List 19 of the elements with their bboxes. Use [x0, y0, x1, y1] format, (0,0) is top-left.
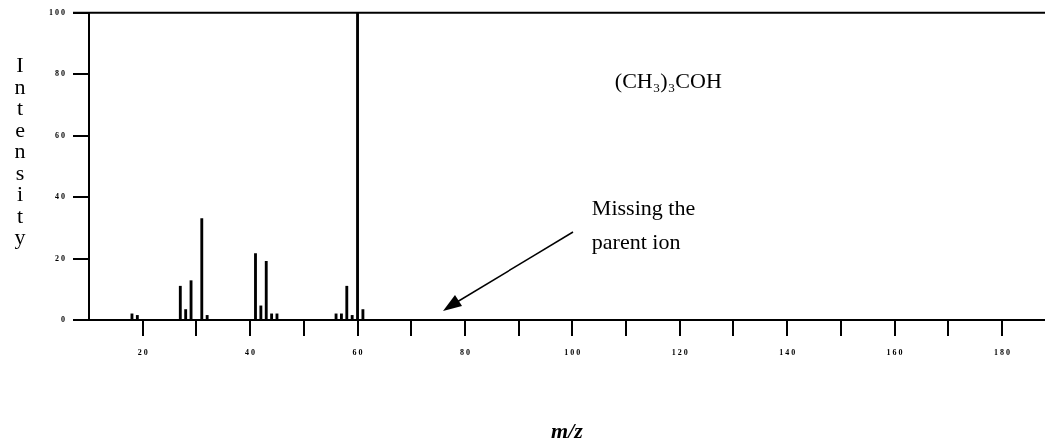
- x-tick-label: 4 0: [245, 347, 256, 357]
- annotation: Missing the parent ion: [591, 194, 696, 254]
- x-tick-label: 1 4 0: [779, 347, 796, 357]
- y-tick-label: 8 0: [55, 69, 65, 79]
- x-tick-label: 1 8 0: [994, 347, 1011, 357]
- y-tick-label: 4 0: [55, 192, 65, 202]
- y-tick-label: 0: [61, 315, 65, 325]
- x-tick-label: 1 0 0: [564, 347, 581, 357]
- x-tick-label: 1 2 0: [671, 347, 688, 357]
- x-tick-label: 6 0: [352, 347, 363, 357]
- annotation: (CH₃)₃COH: [614, 67, 722, 93]
- y-tick-label: 2 0: [55, 253, 65, 263]
- text: Intensity: [14, 52, 26, 250]
- y-tick-label: 6 0: [55, 130, 65, 140]
- y-tick-label: 1 0 0: [49, 7, 65, 17]
- x-tick-label: 2 0: [137, 347, 148, 357]
- x-tick-label: 8 0: [459, 347, 470, 357]
- x-tick-label: 1 6 0: [886, 347, 903, 357]
- x-axis-title: m/z: [551, 418, 584, 444]
